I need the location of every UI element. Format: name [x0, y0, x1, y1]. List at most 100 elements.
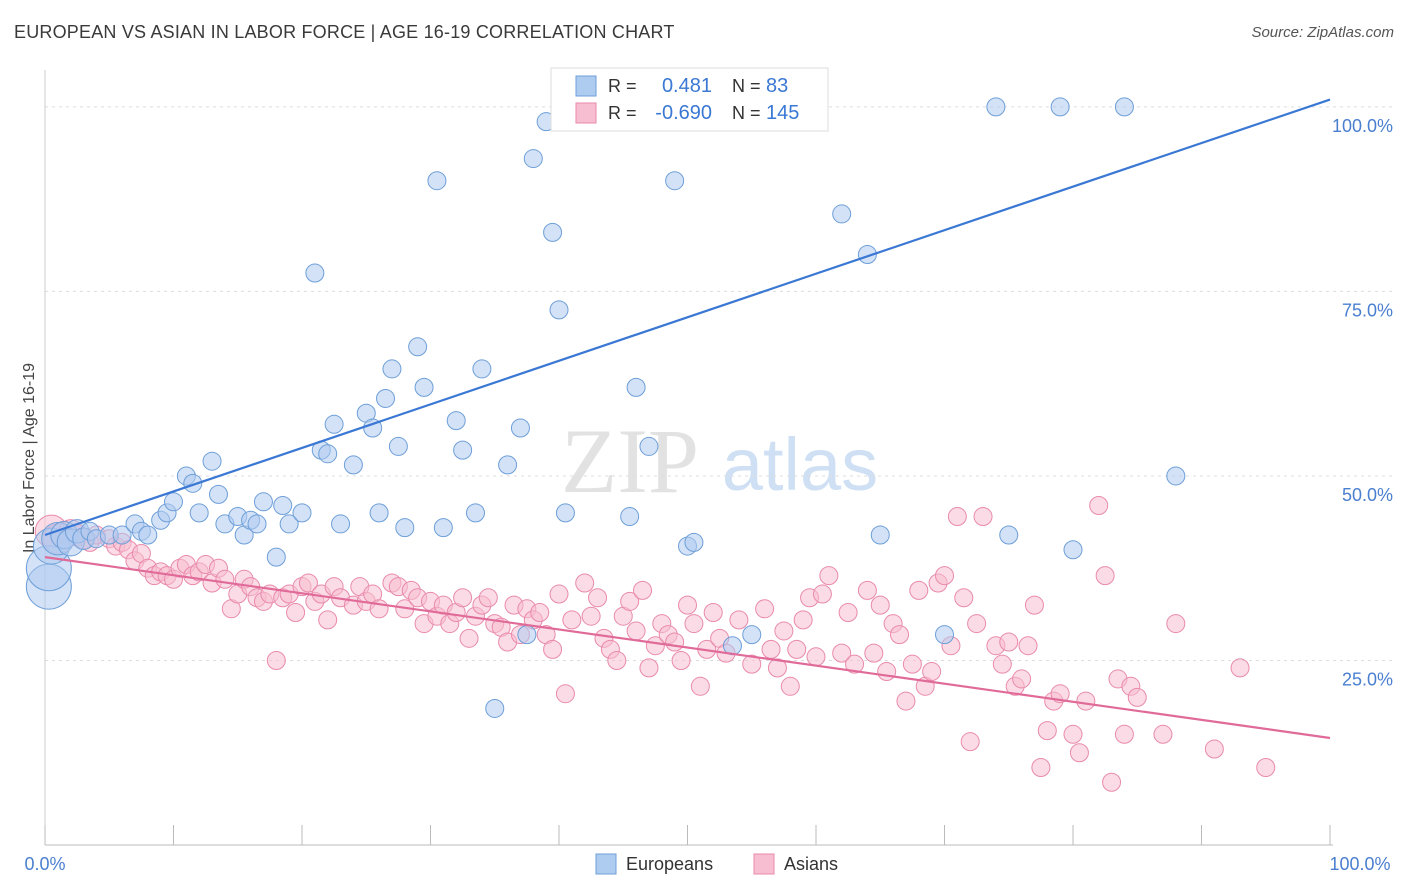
asian-point: [999, 632, 1019, 652]
watermark-atlas: atlas: [722, 423, 878, 506]
asians-r-value: -0.690: [655, 102, 712, 124]
trend-lines: [44, 98, 1331, 740]
x-tick-label-min: 0.0%: [24, 854, 65, 874]
europeans-swatch: [575, 75, 597, 97]
european-point: [870, 525, 890, 545]
asian-point: [633, 580, 653, 600]
european-point: [639, 436, 659, 456]
asian-point: [935, 566, 954, 586]
asian-point: [774, 621, 794, 641]
stats-legend: R = 0.481 N = 83 R = -0.690 N = 145: [550, 67, 829, 132]
asian-point: [298, 573, 318, 593]
asian-point: [890, 625, 910, 645]
asian-point: [767, 658, 787, 678]
european-point: [414, 377, 434, 397]
asian-point: [755, 599, 775, 619]
y-tick-label: 50.0%: [1342, 485, 1393, 505]
asian-point: [215, 569, 235, 589]
european-point: [208, 484, 228, 504]
asian-point: [1037, 721, 1057, 741]
european-point: [292, 503, 312, 523]
asian-point: [877, 662, 897, 682]
legend-asians-label: Asians: [784, 854, 838, 874]
asians-trend-line: [44, 556, 1331, 740]
asian-point: [478, 588, 498, 608]
asian-point: [588, 588, 608, 608]
european-point: [472, 359, 492, 379]
asians-n-label: N =: [732, 103, 761, 123]
european-point: [485, 698, 505, 718]
european-point: [999, 525, 1019, 545]
asians-n-value: 145: [766, 102, 799, 124]
european-point: [331, 514, 351, 534]
series-legend: Europeans Asians: [595, 853, 838, 875]
asian-point: [902, 654, 922, 674]
asian-point: [729, 610, 749, 630]
asian-point: [1063, 724, 1083, 744]
europeans-r-label: R =: [608, 76, 637, 96]
asian-point: [1076, 691, 1096, 711]
asian-point: [1114, 724, 1134, 744]
european-point: [318, 444, 338, 464]
asian-point: [761, 639, 781, 659]
european-point: [138, 525, 158, 545]
chart-title: EUROPEAN VS ASIAN IN LABOR FORCE | AGE 1…: [14, 22, 675, 42]
asian-point: [703, 603, 723, 622]
european-point: [498, 455, 518, 475]
european-point: [620, 507, 640, 527]
y-axis-label: In Labor Force | Age 16-19: [21, 363, 38, 553]
european-point: [433, 518, 453, 538]
european-point: [832, 204, 852, 224]
european-point: [523, 149, 543, 169]
european-point: [247, 514, 267, 534]
y-tick-label: 75.0%: [1342, 300, 1393, 320]
asian-point: [1069, 743, 1089, 763]
asian-point: [671, 650, 691, 670]
european-point: [1063, 540, 1083, 560]
legend-europeans-swatch: [595, 853, 617, 875]
asian-point: [1031, 758, 1051, 777]
europeans-points: [25, 97, 1186, 718]
asian-point: [742, 654, 762, 674]
european-point: [382, 359, 402, 379]
european-point: [388, 436, 408, 456]
european-point: [164, 492, 183, 512]
european-point: [189, 503, 209, 523]
asian-point: [286, 603, 306, 622]
european-point: [183, 473, 203, 493]
asian-point: [922, 662, 942, 682]
european-point: [986, 97, 1006, 117]
asians-swatch: [575, 102, 597, 124]
asian-point: [1127, 687, 1147, 707]
europeans-n-value: 83: [766, 75, 788, 97]
european-point: [408, 337, 428, 357]
asian-point: [665, 632, 685, 652]
asian-point: [1012, 669, 1032, 689]
asian-point: [549, 584, 569, 604]
legend-asians-swatch: [753, 853, 775, 875]
asian-point: [562, 610, 582, 630]
x-axis-ticks: [44, 825, 1331, 845]
european-point: [395, 518, 415, 538]
european-point: [427, 171, 447, 191]
asian-point: [787, 639, 807, 659]
asian-point: [581, 606, 601, 626]
asian-point: [1256, 758, 1276, 777]
asian-point: [967, 614, 987, 634]
europeans-r-value: 0.481: [662, 75, 712, 97]
asian-point: [857, 580, 877, 600]
asian-point: [1153, 724, 1173, 744]
watermark-zip: ZIP: [561, 410, 699, 512]
european-point: [279, 514, 299, 534]
asian-point: [266, 650, 286, 670]
european-point: [1050, 97, 1070, 117]
european-point: [324, 414, 344, 434]
asian-point: [626, 621, 646, 641]
asian-point: [453, 588, 473, 608]
asian-point: [1095, 566, 1115, 586]
asian-point: [947, 507, 967, 527]
asian-point: [992, 654, 1012, 674]
asian-point: [832, 643, 852, 663]
asian-point: [780, 676, 800, 696]
asian-point: [973, 507, 993, 527]
